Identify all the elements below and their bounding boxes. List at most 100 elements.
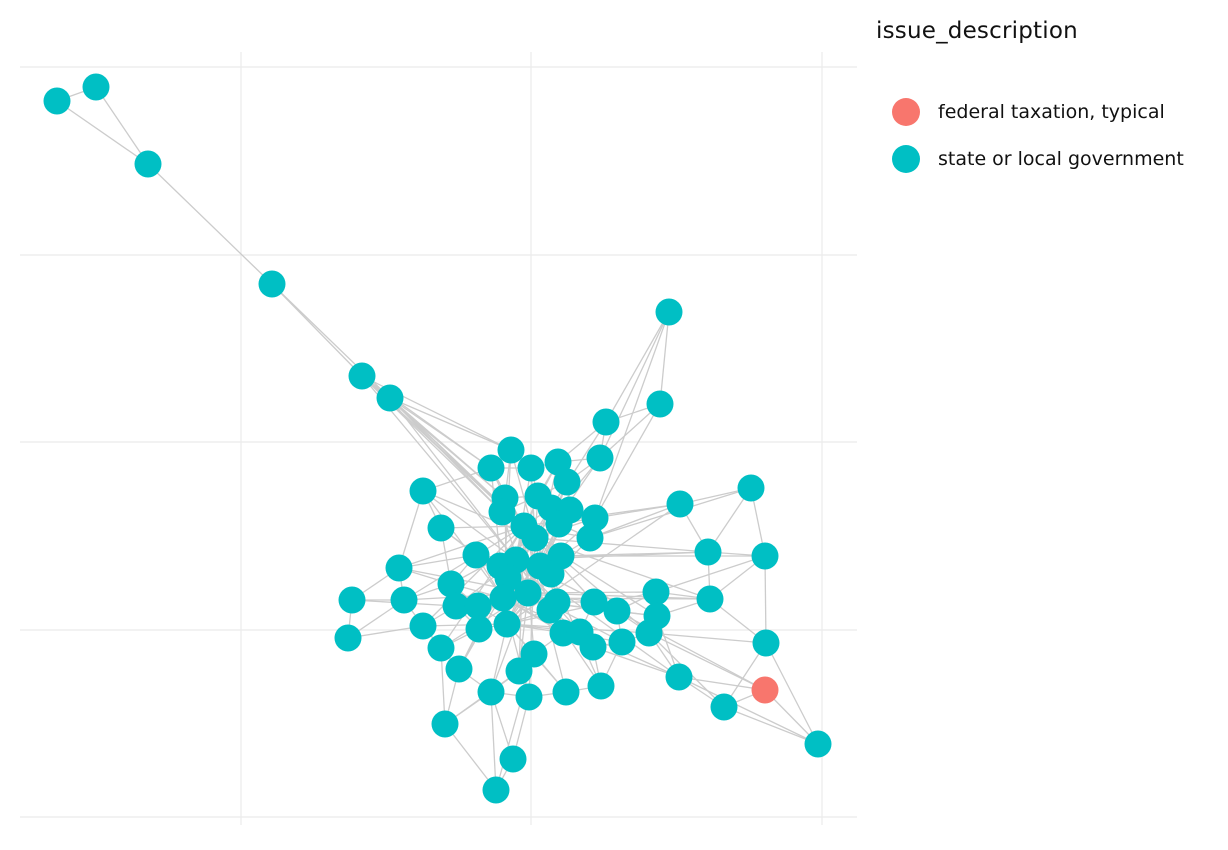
node-state-local-73 [431, 710, 459, 738]
legend-item-federal-taxation: federal taxation, typical [876, 88, 1184, 135]
node-state-local-13 [586, 444, 614, 472]
node-state-local-15 [409, 477, 437, 505]
network-edge [389, 397, 512, 451]
node-state-local-44 [464, 592, 492, 620]
node-state-local-3 [258, 270, 286, 298]
legend-title: issue_description [876, 18, 1078, 44]
node-state-local-24 [427, 514, 455, 542]
network-edge [534, 537, 709, 553]
legend: issue_description federal taxation, typi… [876, 18, 1184, 182]
network-plot [20, 52, 857, 825]
node-state-local-28 [576, 524, 604, 552]
network-edge [765, 642, 819, 745]
network-edge [589, 503, 681, 539]
node-state-local-38 [537, 560, 565, 588]
network-edge [389, 397, 517, 561]
network-edge [490, 691, 497, 791]
node-state-local-36 [385, 554, 413, 582]
node-state-local-23 [737, 474, 765, 502]
node-state-local-30 [751, 542, 779, 570]
node-state-local-65 [445, 655, 473, 683]
node-state-local-50 [642, 578, 670, 606]
network-edge [648, 632, 767, 644]
node-state-local-22 [666, 490, 694, 518]
network-nodes [43, 73, 832, 804]
node-state-local-31 [462, 541, 490, 569]
node-state-local-8 [592, 408, 620, 436]
legend-item-state-local: state or local government [876, 135, 1184, 182]
network-edge [764, 555, 767, 644]
node-state-local-68 [477, 678, 505, 706]
node-state-local-76 [482, 776, 510, 804]
node-state-local-62 [608, 628, 636, 656]
node-state-local-75 [499, 745, 527, 773]
network-edge [403, 525, 525, 601]
node-state-local-52 [409, 612, 437, 640]
legend-key-federal-taxation [892, 97, 920, 126]
network-edge [490, 592, 529, 693]
network-edge [599, 311, 670, 459]
network-edge [56, 100, 149, 165]
node-state-local-74 [804, 730, 832, 758]
network-edge [389, 397, 503, 513]
node-state-local-54 [493, 610, 521, 638]
node-state-local-43 [442, 592, 470, 620]
node-state-local-61 [579, 633, 607, 661]
node-state-local-67 [665, 663, 693, 691]
network-edge [594, 403, 661, 519]
node-state-local-7 [646, 390, 674, 418]
node-state-local-29 [694, 538, 722, 566]
node-state-local-66 [505, 657, 533, 685]
node-state-local-53 [465, 615, 493, 643]
network-edge [389, 397, 492, 469]
network-edge [95, 86, 149, 165]
node-state-local-26 [545, 510, 573, 538]
network-edge [648, 632, 766, 691]
node-state-local-45 [489, 584, 517, 612]
network-edge [440, 525, 525, 649]
node-state-local-58 [635, 619, 663, 647]
network-edge [444, 723, 497, 791]
node-state-local-63 [752, 629, 780, 657]
node-state-local-69 [515, 683, 543, 711]
legend-key-state-local [892, 144, 920, 173]
node-state-local-42 [390, 586, 418, 614]
node-state-local-39 [437, 570, 465, 598]
legend-label: federal taxation, typical [938, 100, 1165, 123]
node-state-local-0 [43, 87, 71, 115]
network-edge [422, 623, 508, 627]
network-edge [389, 397, 506, 499]
legend-label: state or local government [938, 147, 1184, 170]
node-state-local-48 [580, 588, 608, 616]
node-state-local-49 [603, 597, 631, 625]
network-edges [56, 86, 819, 791]
node-state-local-10 [477, 454, 505, 482]
network-edge [605, 311, 670, 423]
network-edge [678, 676, 766, 691]
node-state-local-71 [587, 672, 615, 700]
node-state-local-27 [521, 524, 549, 552]
network-edge [723, 706, 819, 745]
network-edge [440, 525, 525, 529]
network-edge [678, 676, 819, 745]
node-state-local-2 [134, 150, 162, 178]
node-state-local-9 [497, 436, 525, 464]
network-edge [147, 163, 273, 285]
node-federal-taxation [751, 676, 779, 704]
node-state-local-60 [427, 634, 455, 662]
network-edge [422, 525, 525, 627]
network-edge [506, 503, 681, 625]
node-state-local-47 [543, 588, 571, 616]
node-state-local-1 [82, 73, 110, 101]
network-edge [659, 311, 670, 405]
node-state-local-5 [376, 384, 404, 412]
node-state-local-51 [696, 585, 724, 613]
network-edge [594, 311, 670, 519]
node-state-local-59 [334, 624, 362, 652]
node-state-local-6 [655, 298, 683, 326]
node-state-local-4 [348, 362, 376, 390]
network-edge [592, 646, 680, 678]
node-state-local-41 [338, 586, 366, 614]
node-state-local-14 [553, 468, 581, 496]
node-state-local-70 [552, 678, 580, 706]
